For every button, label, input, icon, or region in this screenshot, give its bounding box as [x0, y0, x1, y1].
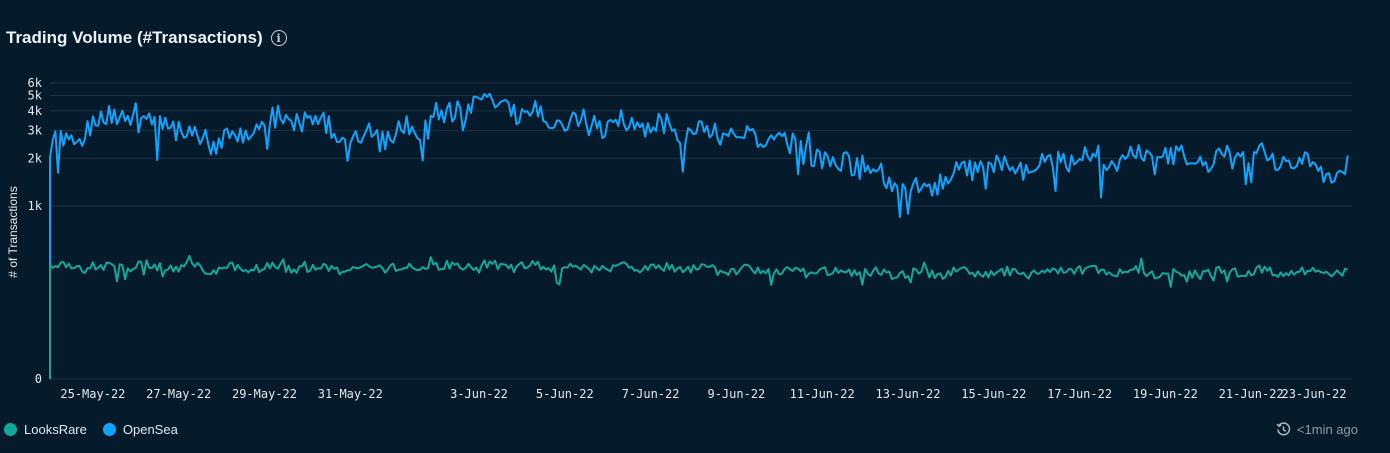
y-tick-label: 2k: [28, 151, 43, 165]
series-line-looksrare: [49, 254, 1348, 379]
chart-title: Trading Volume (#Transactions): [6, 28, 263, 47]
legend-item-opensea[interactable]: OpenSea: [102, 422, 178, 437]
chart-series: [49, 92, 1349, 379]
x-axis-ticks: 25-May-22 27-May-22 29-May-22 31-May-22 3-Ju…: [60, 387, 1346, 401]
y-axis-label: # of Transactions: [6, 186, 20, 277]
legend-swatch-opensea: [102, 423, 116, 436]
x-tick-label: 5-Jun-22: [536, 387, 594, 401]
x-tick-label: 9-Jun-22: [707, 387, 765, 401]
y-tick-label: 6k: [28, 76, 43, 90]
x-tick-label: 13-Jun-22: [875, 387, 940, 401]
last-updated-text: <1min ago: [1296, 422, 1358, 437]
x-tick-label: 21-Jun-22: [1219, 387, 1284, 401]
x-tick-label: 25-May-22: [60, 387, 125, 401]
y-tick-label: 1k: [28, 199, 43, 213]
x-tick-label: 7-Jun-22: [622, 387, 680, 401]
info-icon[interactable]: i: [270, 30, 287, 46]
legend-item-looksrare[interactable]: LooksRare: [4, 422, 87, 437]
chart-header: Trading Volume (#Transactions) i: [6, 28, 287, 48]
x-tick-label: 15-Jun-22: [961, 387, 1026, 401]
x-tick-label: 11-Jun-22: [790, 387, 855, 401]
legend-label-opensea: OpenSea: [122, 422, 178, 437]
x-tick-label: 31-May-22: [318, 387, 383, 401]
y-tick-label: 3k: [28, 124, 43, 138]
x-tick-label: 17-Jun-22: [1047, 387, 1112, 401]
x-tick-label: 3-Jun-22: [450, 387, 508, 401]
x-tick-label: 27-May-22: [146, 387, 211, 401]
series-line-opensea: [49, 92, 1349, 379]
legend-swatch-looksrare: [4, 423, 17, 436]
history-clock-icon: [1276, 422, 1291, 436]
chart-legend: LooksRare OpenSea: [4, 422, 178, 437]
x-tick-label: 29-May-22: [232, 387, 297, 401]
y-tick-label: 0: [35, 372, 42, 386]
y-tick-label: 5k: [28, 89, 43, 103]
y-tick-label: 4k: [28, 104, 43, 118]
last-updated: <1min ago: [1276, 422, 1358, 437]
legend-label-looksrare: LooksRare: [24, 422, 87, 437]
x-tick-label: 19-Jun-22: [1133, 387, 1198, 401]
chart-grid: [50, 82, 1352, 380]
x-tick-label: 23-Jun-22: [1281, 387, 1346, 401]
